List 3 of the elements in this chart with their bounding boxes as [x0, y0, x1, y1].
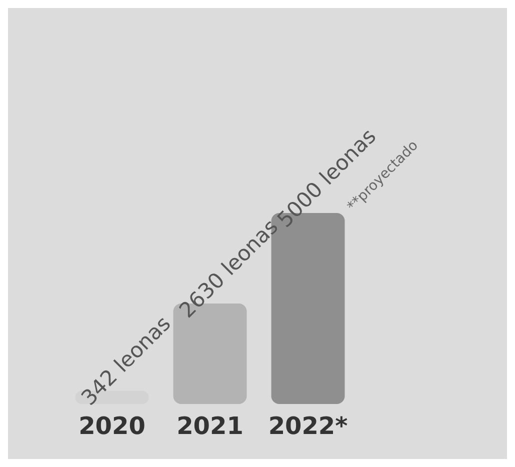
x-tick-label: 2022*	[268, 412, 348, 440]
x-tick-label: 2021	[176, 412, 244, 440]
x-tick-label: 2020	[78, 412, 146, 440]
